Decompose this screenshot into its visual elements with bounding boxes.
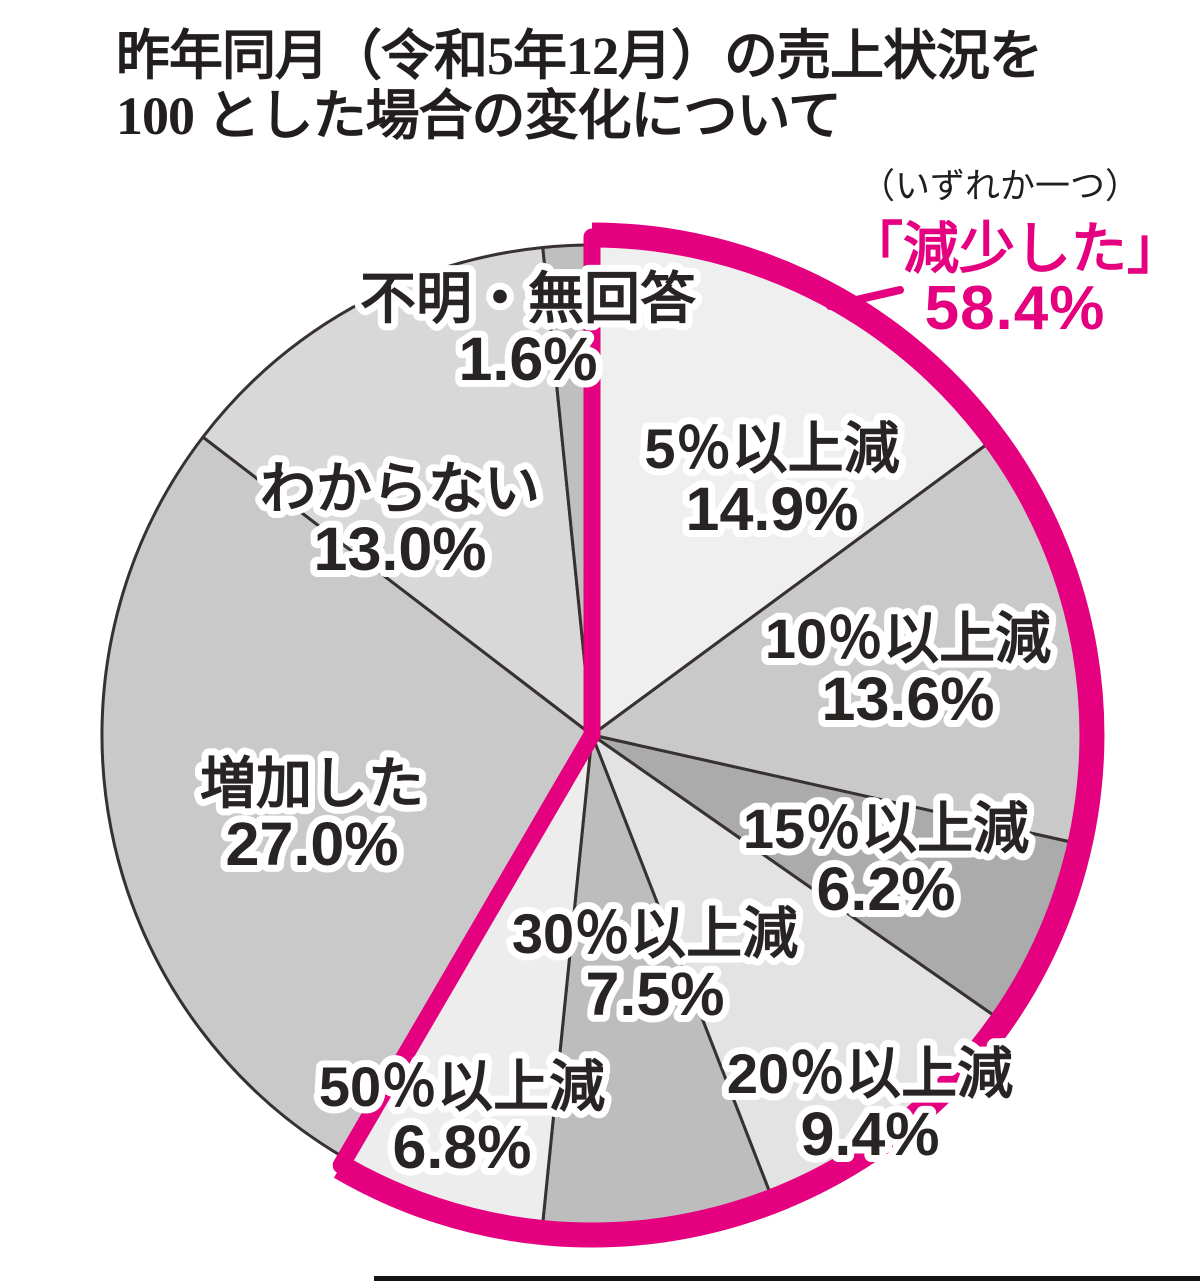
slice-value-4: 9.4% <box>800 1100 939 1168</box>
slice-label-7: 増加した 27.0% <box>200 752 424 878</box>
slice-label-2: 10％以上減 13.6% <box>765 607 1051 733</box>
highlight-callout-value: 58.4% <box>924 274 1106 344</box>
slice-value-6: 6.8% <box>392 1113 531 1181</box>
slice-value-7: 27.0% <box>226 810 399 878</box>
highlight-callout: 「減少した」 58.4% <box>840 220 1190 340</box>
slice-wedge-7 <box>100 435 594 1160</box>
chart-title: 昨年同月（令和5年12月）の売上状況を 100 とした場合の変化について <box>116 26 1186 147</box>
slice-label-1: 5％以上減 14.9% <box>644 417 899 543</box>
slice-name-4: 20％以上減 <box>727 1042 1013 1105</box>
slice-value-9: 1.6% <box>458 325 597 393</box>
slice-label-4: 20％以上減 9.4% <box>727 1042 1013 1168</box>
slice-value-1: 14.9% <box>686 475 859 543</box>
slice-name-6: 50％以上減 <box>319 1055 605 1118</box>
slice-name-3: 15％以上減 <box>743 797 1029 860</box>
slice-label-8: わからない 13.0% <box>260 457 540 583</box>
slice-wedge-8 <box>201 246 594 737</box>
slice-value-5: 7.5% <box>585 960 724 1028</box>
bottom-rule <box>374 1276 1200 1281</box>
chart-note: （いずれか一つ） <box>859 167 1140 206</box>
slice-name-7: 増加した <box>200 752 424 815</box>
slice-name-9: 不明・無回答 <box>360 267 697 330</box>
slice-value-2: 13.6% <box>822 665 995 733</box>
slice-value-8: 13.0% <box>314 515 487 583</box>
highlight-radius-lower-left <box>332 726 601 1174</box>
slice-label-6: 50％以上減 6.8% <box>319 1055 605 1181</box>
highlight-callout-label: 「減少した」 <box>847 217 1183 280</box>
highlight-arc <box>333 222 1105 1248</box>
slice-label-3: 15％以上減 6.2% <box>743 797 1029 923</box>
slice-name-2: 10％以上減 <box>765 607 1051 670</box>
slice-name-1: 5％以上減 <box>644 417 899 480</box>
chart-title-line2: 100 とした場合の変化について <box>116 86 842 147</box>
chart-title-line1: 昨年同月（令和5年12月）の売上状況を <box>116 26 1043 86</box>
slice-label-9: 不明・無回答 1.6% <box>360 267 697 393</box>
slice-name-8: わからない <box>260 457 540 520</box>
highlight-callout-line <box>826 286 904 310</box>
slice-value-3: 6.2% <box>816 855 955 923</box>
slice-name-5: 30％以上減 <box>512 902 798 965</box>
slice-label-5: 30％以上減 7.5% <box>512 902 798 1028</box>
